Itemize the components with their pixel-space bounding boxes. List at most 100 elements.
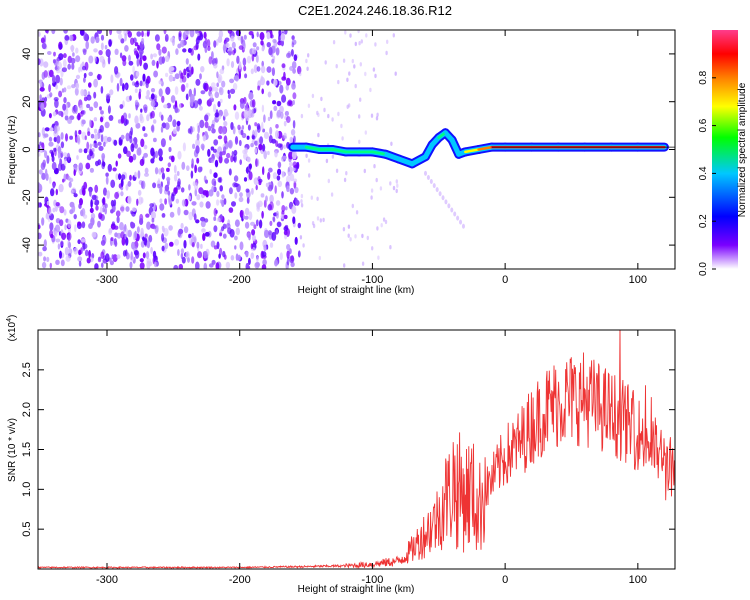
noise-speck — [153, 261, 158, 268]
noise-speck — [276, 109, 281, 118]
noise-speck — [151, 217, 155, 223]
noise-speck — [114, 225, 119, 230]
noise-speck — [105, 172, 109, 178]
noise-speck — [62, 152, 68, 157]
noise-speck — [107, 55, 111, 65]
noise-speck — [84, 135, 88, 141]
noise-speck — [97, 30, 102, 34]
noise-speck — [306, 66, 309, 72]
noise-speck — [195, 261, 200, 269]
noise-speck — [213, 172, 218, 179]
noise-speck — [219, 232, 223, 237]
noise-speck — [186, 72, 190, 79]
noise-speck — [176, 120, 181, 127]
noise-speck — [174, 86, 179, 95]
noise-speck — [78, 66, 81, 73]
noise-speck — [197, 32, 200, 37]
noise-speck — [223, 146, 227, 154]
noise-speck — [252, 47, 257, 55]
noise-speck — [46, 201, 50, 206]
noise-speck — [346, 77, 349, 83]
noise-speck — [90, 133, 95, 139]
noise-speck — [243, 177, 248, 182]
noise-speck — [139, 218, 144, 225]
noise-speck — [372, 67, 376, 72]
noise-speck — [100, 134, 104, 143]
noise-speck — [82, 49, 87, 56]
noise-speck — [38, 31, 41, 37]
noise-speck — [256, 125, 261, 133]
noise-speck — [290, 255, 294, 262]
noise-speck — [248, 257, 251, 265]
noise-speck — [279, 252, 283, 261]
noise-speck — [188, 233, 192, 239]
noise-speck — [232, 156, 236, 162]
noise-speck — [191, 66, 194, 75]
noise-speck — [217, 35, 223, 44]
noise-speck — [366, 235, 369, 241]
noise-speck — [160, 126, 164, 133]
noise-speck — [232, 182, 238, 188]
noise-speck — [300, 203, 304, 208]
noise-speck — [234, 219, 240, 227]
noise-speck — [152, 182, 157, 189]
noise-speck — [151, 225, 157, 230]
noise-speck — [181, 199, 186, 207]
noise-speck — [228, 139, 233, 149]
noise-speck — [441, 195, 445, 201]
noise-speck — [165, 86, 171, 95]
noise-speck — [111, 221, 115, 227]
noise-speck — [78, 162, 83, 172]
noise-speck — [242, 215, 246, 220]
noise-speck — [103, 187, 107, 196]
noise-speck — [159, 185, 163, 195]
noise-speck — [38, 152, 41, 157]
spectrogram-x-axis-label: Height of straight line (km) — [298, 285, 415, 296]
noise-speck — [134, 99, 139, 106]
noise-speck — [364, 71, 367, 77]
noise-speck — [73, 247, 79, 255]
noise-speck — [186, 165, 190, 172]
noise-speck — [38, 169, 43, 175]
noise-speck — [213, 63, 218, 69]
x-tick-label: 0 — [502, 274, 508, 286]
noise-speck — [59, 219, 64, 227]
noise-speck — [210, 123, 215, 130]
noise-speck — [89, 188, 92, 197]
noise-speck — [228, 168, 232, 176]
noise-speck — [300, 193, 304, 199]
noise-speck — [75, 82, 80, 90]
noise-speck — [213, 139, 219, 146]
noise-speck — [53, 147, 57, 152]
ridge-core — [331, 148, 348, 154]
snr-panel: -300 -200 -100 0 100 0.5 1.0 1.5 2.0 2.5 Height … — [6, 315, 676, 595]
noise-speck — [293, 135, 296, 143]
noise-speck — [91, 194, 97, 200]
noise-speck — [150, 211, 156, 220]
noise-speck — [167, 190, 171, 196]
noise-speck — [344, 30, 347, 35]
noise-speck — [268, 230, 272, 236]
noise-speck — [276, 100, 282, 107]
noise-speck — [386, 39, 389, 44]
noise-speck — [205, 201, 211, 209]
noise-speck — [374, 42, 377, 47]
noise-speck — [290, 129, 296, 136]
noise-speck — [116, 73, 120, 79]
noise-speck — [272, 172, 277, 180]
noise-speck — [75, 47, 79, 54]
x-tick-label: -200 — [229, 274, 251, 286]
noise-speck — [94, 55, 97, 63]
noise-speck — [85, 40, 89, 50]
noise-speck — [219, 185, 223, 192]
noise-speck — [146, 75, 151, 84]
noise-speck — [141, 37, 145, 45]
noise-speck — [187, 48, 192, 53]
noise-speck — [459, 219, 463, 225]
noise-speck — [265, 182, 269, 188]
noise-speck — [218, 155, 223, 164]
noise-speck — [183, 226, 189, 234]
noise-speck — [85, 162, 91, 170]
noise-speck — [113, 238, 117, 246]
noise-speck — [390, 141, 393, 146]
